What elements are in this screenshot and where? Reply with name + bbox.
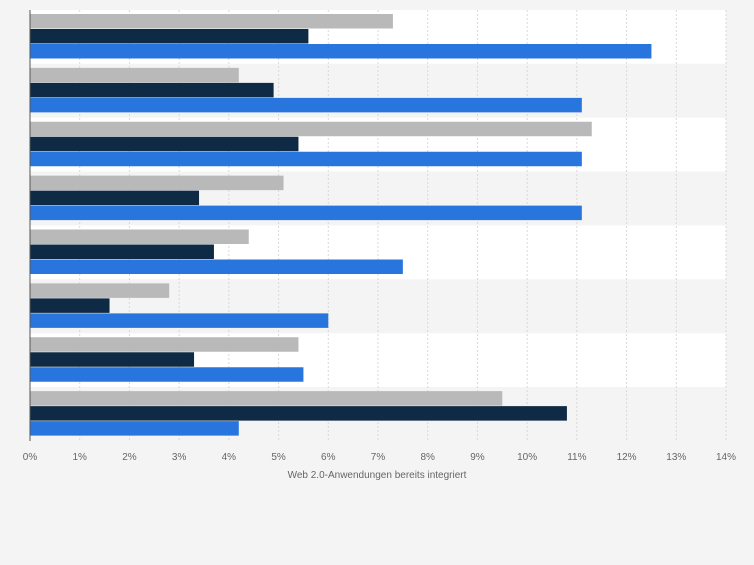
x-tick-labels: 0% 1% 2% 3% 4% 5% 6% 7% 8% 9% 10% 11% 12% 13% 14% xyxy=(23,452,736,463)
x-tick-label: 0% xyxy=(23,452,38,463)
x-tick-label: 5% xyxy=(271,452,286,463)
x-tick-label: 10% xyxy=(517,452,537,463)
bar[interactable] xyxy=(30,352,195,367)
bar[interactable] xyxy=(30,391,503,406)
bar[interactable] xyxy=(30,190,200,206)
x-tick-label: 1% xyxy=(72,452,87,463)
bar[interactable] xyxy=(30,44,652,59)
bar[interactable] xyxy=(30,367,304,382)
bar[interactable] xyxy=(30,82,274,98)
bar[interactable] xyxy=(30,283,170,298)
x-axis-label: Web 2.0-Anwendungen bereits integriert xyxy=(288,470,467,481)
x-tick-label: 3% xyxy=(172,452,187,463)
bar[interactable] xyxy=(30,259,403,275)
bar[interactable] xyxy=(30,136,299,152)
x-tick-label: 12% xyxy=(617,452,637,463)
bar[interactable] xyxy=(30,29,309,44)
bar[interactable] xyxy=(30,67,239,83)
x-tick-label: 8% xyxy=(420,452,435,463)
bar[interactable] xyxy=(30,421,239,436)
x-tick-label: 11% xyxy=(567,452,586,463)
x-tick-label: 13% xyxy=(666,452,686,463)
bar[interactable] xyxy=(30,244,214,260)
bar[interactable] xyxy=(30,205,582,221)
bar[interactable] xyxy=(30,97,582,113)
bar[interactable] xyxy=(30,229,249,245)
x-tick-label: 2% xyxy=(122,452,137,463)
bars xyxy=(30,14,652,436)
bar[interactable] xyxy=(30,406,567,421)
bar[interactable] xyxy=(30,151,582,167)
x-tick-label: 14% xyxy=(716,452,736,463)
bar[interactable] xyxy=(30,14,393,29)
x-tick-label: 7% xyxy=(371,452,386,463)
x-tick-label: 6% xyxy=(321,452,336,463)
bar[interactable] xyxy=(30,298,110,313)
bar[interactable] xyxy=(30,313,329,328)
x-tick-label: 4% xyxy=(222,452,237,463)
bar[interactable] xyxy=(30,175,284,191)
bar[interactable] xyxy=(30,121,592,137)
bar[interactable] xyxy=(30,337,299,352)
x-tick-label: 9% xyxy=(470,452,485,463)
